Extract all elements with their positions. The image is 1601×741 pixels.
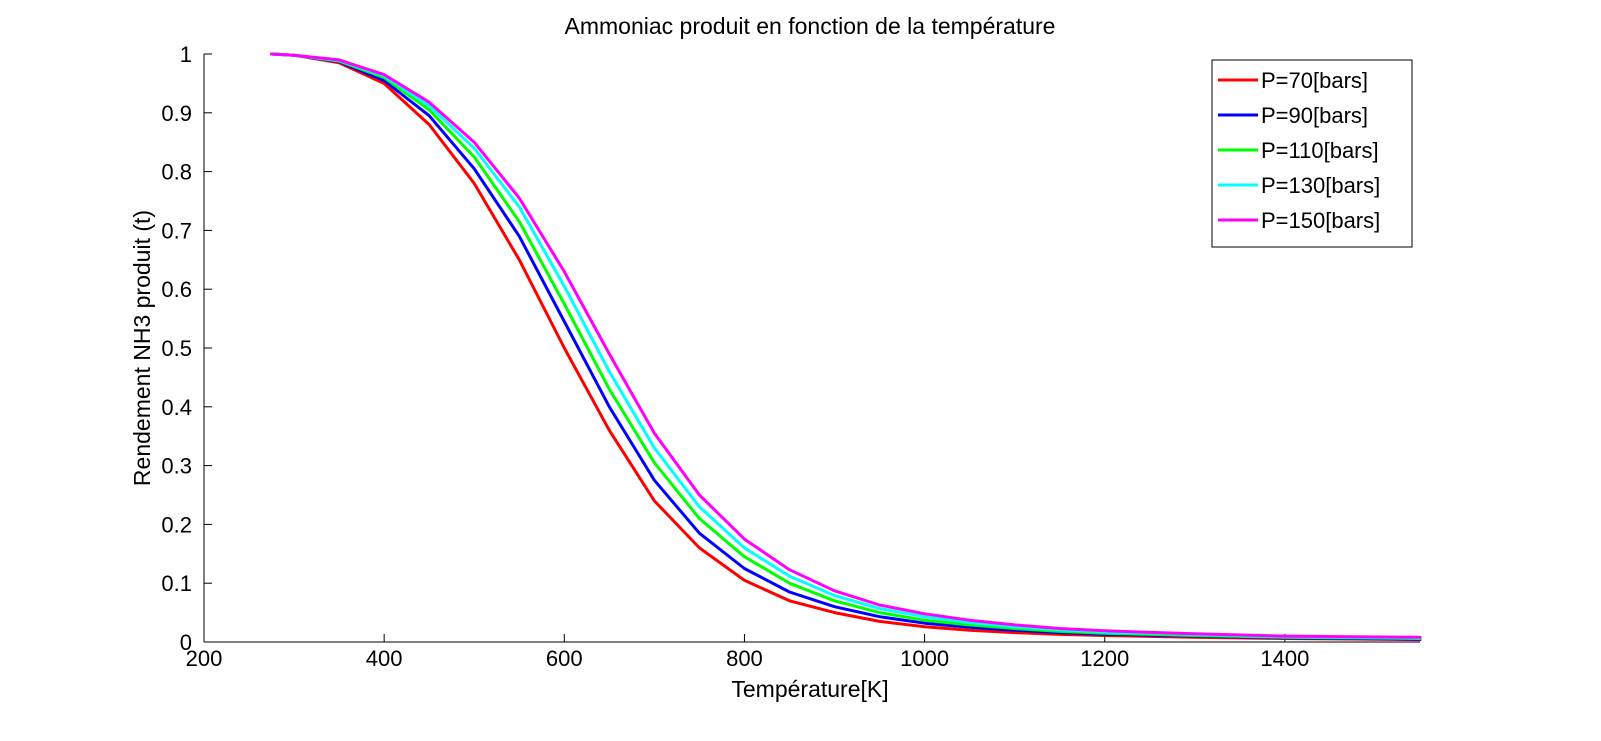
x-tick-label: 1200 xyxy=(1080,646,1129,671)
y-tick-label: 0.9 xyxy=(161,101,192,126)
x-tick-label: 800 xyxy=(726,646,763,671)
y-tick-label: 0 xyxy=(180,630,192,655)
axes: 200 400 600 800 1000 1200 1400 0 0.1 0.2 0.3 0.4 0.5… xyxy=(161,42,1420,671)
y-tick-label: 1 xyxy=(180,42,192,67)
x-tick-label: 1000 xyxy=(900,646,949,671)
legend-box xyxy=(1211,59,1413,248)
y-tick-label: 0.7 xyxy=(161,218,192,243)
x-tick-label: 1400 xyxy=(1260,646,1309,671)
y-tick-label: 0.5 xyxy=(161,336,192,361)
y-axis-label: Rendement NH3 produit (t) xyxy=(129,210,155,486)
legend-label: P=110[bars] xyxy=(1261,138,1379,163)
x-tick-label: 400 xyxy=(366,646,403,671)
y-tick-label: 0.4 xyxy=(161,395,192,420)
x-tick-label: 200 xyxy=(186,646,223,671)
x-tick-label: 600 xyxy=(546,646,583,671)
y-tick-label: 0.3 xyxy=(161,454,192,479)
series-line-1 xyxy=(270,52,1422,642)
series-line-3 xyxy=(270,52,1422,640)
legend: P=70[bars] P=90[bars] P=110[bars] P=130[bar… xyxy=(1211,59,1413,248)
series-line-5 xyxy=(270,52,1422,639)
legend-label: P=90[bars] xyxy=(1261,103,1368,128)
legend-label: P=70[bars] xyxy=(1261,68,1368,93)
y-tick-label: 0.1 xyxy=(161,571,192,596)
y-tick-label: 0.2 xyxy=(161,512,192,537)
x-axis-label: Température[K] xyxy=(731,676,888,702)
y-tick-label: 0.6 xyxy=(161,277,192,302)
series-lines xyxy=(270,52,1422,642)
chart-title: Ammoniac produit en fonction de la tempé… xyxy=(565,13,1056,39)
legend-label: P=130[bars] xyxy=(1261,173,1380,198)
y-tick-label: 0.8 xyxy=(161,160,192,185)
legend-label: P=150[bars] xyxy=(1261,208,1380,233)
